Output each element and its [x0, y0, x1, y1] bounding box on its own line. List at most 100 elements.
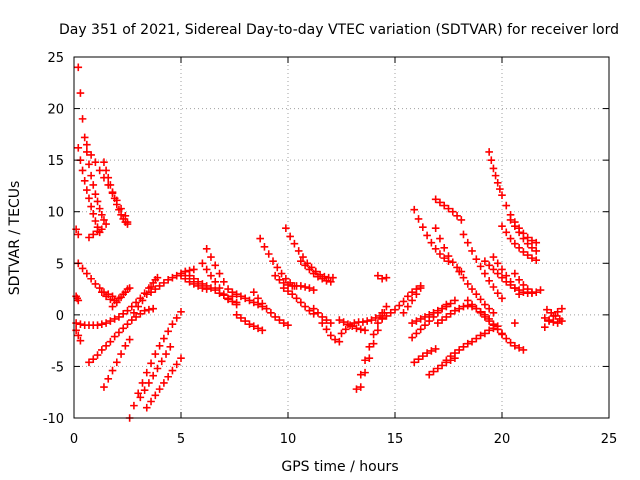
data-series: [100, 158, 132, 228]
data-point: [487, 156, 496, 164]
data-point: [100, 383, 108, 391]
data-point: [127, 302, 136, 311]
data-series: [85, 304, 157, 367]
data-point: [275, 275, 284, 284]
x-tick-label: 0: [70, 432, 78, 447]
data-point: [138, 296, 147, 305]
data-series: [318, 319, 344, 346]
data-point: [314, 272, 322, 281]
data-point: [481, 269, 489, 278]
data-point: [145, 305, 153, 314]
data-point: [172, 314, 181, 322]
data-point: [327, 319, 335, 327]
data-point: [249, 322, 258, 331]
data-point: [551, 312, 560, 320]
data-point: [485, 261, 493, 270]
data-point: [442, 313, 451, 321]
data-point: [309, 304, 318, 313]
data-point: [100, 158, 108, 167]
data-point: [85, 358, 93, 367]
data-point: [541, 323, 549, 332]
data-point: [532, 247, 541, 255]
data-series: [511, 269, 536, 296]
data-point: [145, 379, 153, 387]
data-point: [476, 262, 485, 271]
data-point: [451, 349, 459, 357]
data-series: [147, 265, 198, 296]
data-point: [463, 280, 472, 288]
data-point: [511, 239, 519, 248]
data-point: [404, 292, 412, 301]
data-point: [382, 273, 391, 282]
data-point: [523, 251, 532, 259]
data-point: [305, 284, 314, 292]
data-point: [344, 320, 352, 328]
data-point: [352, 324, 361, 333]
data-point: [198, 259, 207, 268]
data-series: [83, 140, 132, 226]
data-point: [489, 321, 498, 329]
data-point: [89, 209, 98, 218]
data-point: [83, 140, 91, 149]
data-point: [102, 166, 110, 175]
data-point: [404, 302, 412, 311]
data-point: [80, 176, 89, 185]
data-point: [553, 307, 562, 316]
data-point: [89, 181, 98, 189]
data-point: [142, 403, 151, 412]
data-point: [523, 239, 532, 248]
data-point: [202, 282, 211, 290]
data-point: [91, 190, 100, 198]
data-point: [429, 367, 438, 376]
data-series: [198, 259, 232, 304]
data-point: [224, 295, 232, 304]
data-point: [519, 346, 528, 354]
data-point: [335, 337, 344, 346]
data-point: [502, 228, 511, 237]
data-point: [74, 296, 83, 305]
data-point: [271, 271, 279, 280]
data-point: [314, 308, 322, 317]
data-point: [412, 317, 421, 325]
data-series: [410, 345, 440, 367]
data-point: [147, 288, 155, 296]
data-point: [211, 261, 220, 270]
data-point: [138, 379, 147, 387]
data-point: [215, 269, 224, 278]
data-point: [421, 321, 429, 329]
data-point: [121, 342, 130, 350]
data-point: [341, 325, 350, 334]
data-point: [498, 329, 506, 338]
data-point: [519, 248, 528, 256]
data-point: [498, 265, 506, 274]
data-point: [444, 252, 453, 260]
data-point: [74, 143, 83, 152]
data-point: [412, 290, 421, 299]
data-point: [113, 358, 121, 367]
data-point: [553, 319, 562, 327]
data-point: [249, 288, 258, 296]
data-point: [498, 294, 506, 303]
data-series: [249, 288, 292, 329]
data-point: [511, 342, 519, 350]
data-series: [177, 271, 211, 293]
data-point: [365, 343, 374, 351]
data-point: [241, 317, 249, 325]
data-point: [436, 250, 444, 258]
data-point: [448, 207, 457, 216]
data-point: [374, 319, 382, 327]
data-point: [102, 292, 110, 301]
data-point: [485, 326, 493, 335]
data-point: [125, 335, 134, 344]
data-point: [369, 330, 378, 339]
data-point: [85, 233, 93, 242]
data-point: [194, 278, 202, 286]
data-point: [151, 285, 160, 293]
data-point: [506, 338, 515, 347]
data-point: [419, 352, 427, 360]
data-point: [446, 352, 455, 360]
data-point: [463, 339, 472, 348]
data-point: [149, 304, 157, 313]
data-point: [125, 284, 134, 292]
data-series: [481, 257, 545, 297]
